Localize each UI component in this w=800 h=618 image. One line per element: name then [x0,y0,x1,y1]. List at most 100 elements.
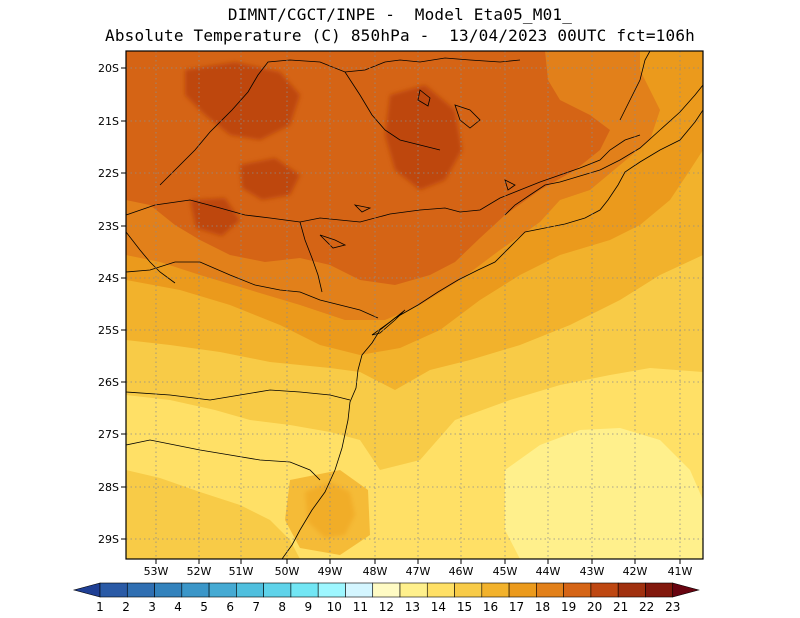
colorbar-label: 12 [379,600,394,614]
field-20-west [190,198,240,236]
field-13 [505,428,703,559]
tick-marks [121,67,681,564]
field-20-north [185,62,300,140]
field-16-coastal-ring [285,470,370,555]
colorbar-labels: 1 2 3 4 5 6 7 8 9 10 11 12 13 14 15 16 17 18 19 20 21 22 23 [96,600,680,614]
border-mg-rj [504,84,703,216]
lake-2 [417,89,431,107]
lat-labels: 20S 21S 22S 23S 24S 25S 26S 27S 28S 29S [98,62,119,546]
colorbar-label: 10 [327,600,342,614]
lat-label: 29S [98,533,119,546]
border-river-west [126,231,176,284]
field-20-center [385,85,462,190]
colorbar-swatch [290,582,319,598]
colorbar-label: 17 [509,600,524,614]
plot-frame [125,50,704,560]
colorbar-label: 19 [561,600,576,614]
colorbar-label: 1 [96,600,104,614]
lon-label: 52W [187,565,212,578]
chart-title-line-1: DIMNT/CGCT/INPE - Model Eta05_M01_ [227,5,573,24]
field-15-southwest [126,470,300,559]
colorbar-label: 20 [587,600,602,614]
grid-lines [126,51,703,559]
colorbar-swatch [508,582,537,598]
colorbar-swatch [126,582,155,598]
border-pr-sp [126,261,379,319]
border-sp-pr-river [299,221,323,293]
lat-label: 26S [98,376,119,389]
colorbar-label: 2 [122,600,130,614]
colorbar-swatch [372,582,401,598]
colorbar-label: 18 [535,600,550,614]
colorbar-arrow-high [672,582,700,598]
border-mg-north [159,57,521,186]
colorbar-swatch [481,582,510,598]
colorbar-label: 5 [200,600,208,614]
colorbar-label: 8 [278,600,286,614]
colorbar-swatch [181,582,210,598]
lake-3 [319,234,347,249]
colorbar-swatch [263,582,292,598]
lon-label: 53W [144,565,169,578]
colorbar-swatch [536,582,564,598]
lon-labels: 53W 52W 51W 50W 49W 48W 47W 46W 45W 44W … [144,565,693,578]
lon-label: 50W [275,565,300,578]
colorbar-label: 4 [174,600,182,614]
chart-title-line-2: Absolute Temperature (C) 850hPa - 13/04/… [105,26,695,45]
lon-label: 46W [449,565,474,578]
lat-label: 20S [98,62,119,75]
border-pr-sc [126,389,351,401]
colorbar-swatch [345,582,374,598]
lat-label: 25S [98,324,119,337]
colorbar-swatch [236,582,264,598]
lake-5 [504,179,516,191]
colorbar [72,582,700,598]
colorbar-label: 14 [431,600,446,614]
coastline [281,109,703,559]
colorbar-swatch [590,582,619,598]
colorbar-swatch [317,582,346,598]
colorbar-swatch [426,582,455,598]
lon-label: 44W [536,565,561,578]
colorbar-swatch [563,582,592,598]
colorbar-swatch [645,582,674,598]
colorbar-swatch [99,582,128,598]
temperature-field [126,51,703,559]
colorbar-swatch [154,582,183,598]
lat-label: 28S [98,481,119,494]
colorbar-arrow-low [72,582,101,598]
lon-label: 48W [363,565,388,578]
lake-1 [454,104,481,129]
lon-label: 41W [668,565,693,578]
colorbar-label: 23 [665,600,680,614]
lon-label: 47W [406,565,431,578]
colorbar-label: 16 [483,600,498,614]
colorbar-label: 9 [304,600,312,614]
colorbar-swatch [208,582,237,598]
colorbar-label: 21 [613,600,628,614]
colorbar-label: 15 [457,600,472,614]
lon-label: 43W [580,565,605,578]
border-es [619,51,651,121]
coastal-island [371,309,406,336]
field-20-south [240,158,300,200]
lon-label: 42W [623,565,648,578]
colorbar-label: 11 [353,600,368,614]
border-go-mg [344,71,441,151]
colorbar-label: 22 [639,600,654,614]
colorbar-label: 6 [226,600,234,614]
colorbar-label: 13 [405,600,420,614]
lat-label: 21S [98,115,119,128]
colorbar-label: 7 [252,600,260,614]
colorbar-swatch [454,582,483,598]
colorbar-swatch [399,582,428,598]
colorbar-swatch [617,582,646,598]
border-sc-rs [126,439,321,481]
lat-label: 22S [98,167,119,180]
lon-label: 51W [229,565,254,578]
colorbar-label: 3 [148,600,156,614]
lake-4 [353,204,372,213]
lat-label: 27S [98,428,119,441]
lon-label: 49W [318,565,343,578]
